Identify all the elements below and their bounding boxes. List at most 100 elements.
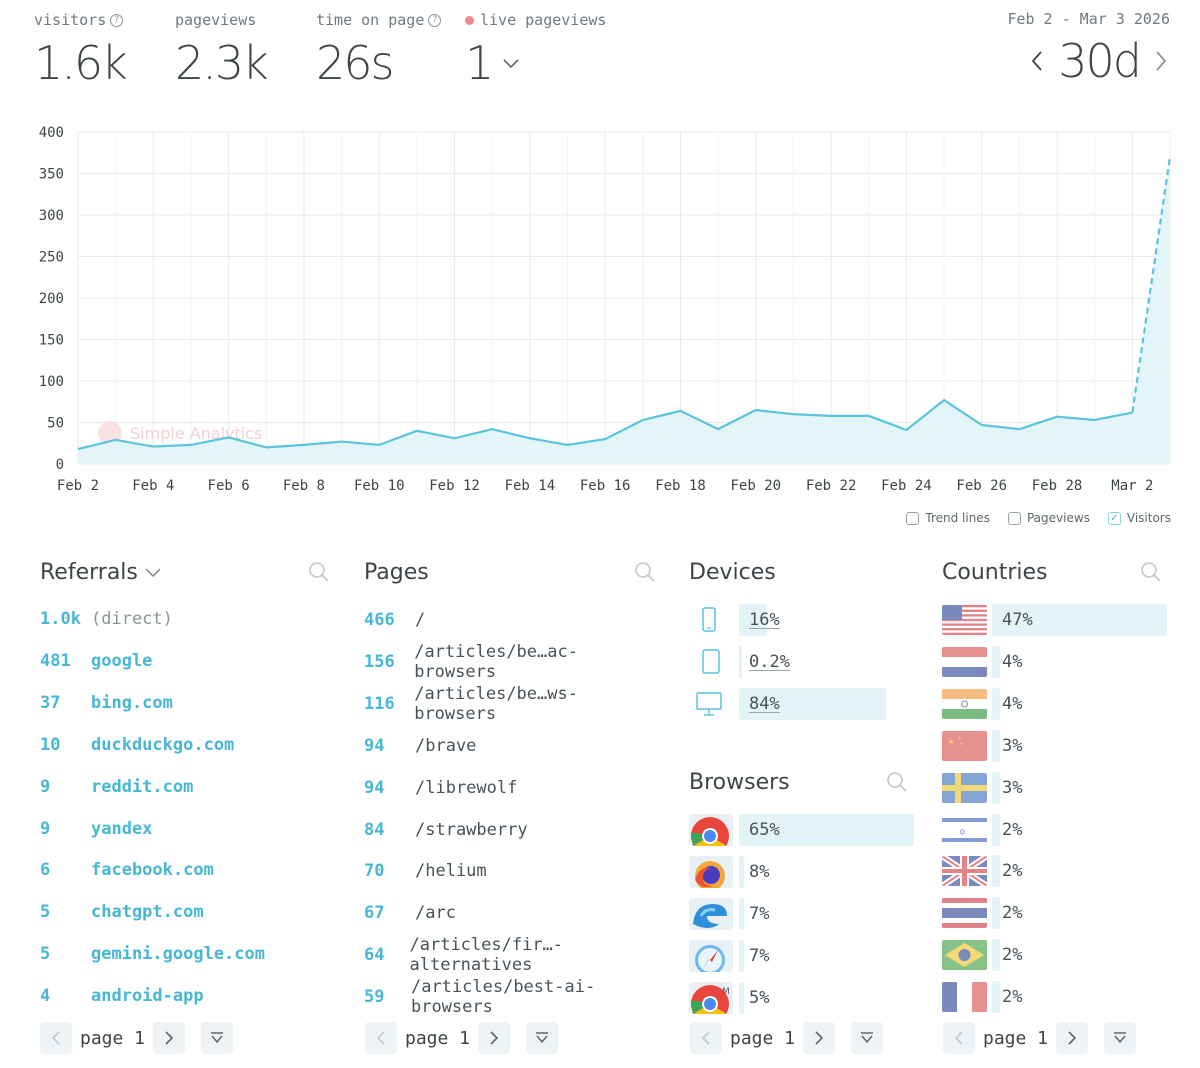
search-icon[interactable]	[634, 561, 656, 583]
chevron-down-icon[interactable]	[502, 57, 520, 69]
y-tick-label: 200	[39, 291, 64, 307]
referral-label[interactable]: google	[91, 650, 153, 671]
visitors-chart[interactable]: Simple Analytics 05010015020025030035040…	[0, 118, 1200, 498]
referral-label[interactable]: (direct)	[91, 609, 173, 629]
legend-pageviews[interactable]: Pageviews	[1007, 511, 1090, 525]
browser-row[interactable]: 8%	[739, 856, 914, 888]
page-path[interactable]: /articles/be…ws-browsers	[414, 683, 578, 724]
browser-bar	[739, 898, 744, 930]
legend-visitors-label: Visitors	[1126, 511, 1171, 525]
page-path[interactable]: /brave	[415, 735, 477, 756]
country-row[interactable]: 4%	[992, 687, 1167, 720]
referral-row[interactable]: 481 google	[40, 646, 152, 676]
referral-label[interactable]: chatgpt.com	[91, 902, 204, 923]
referral-row[interactable]: 9 yandex	[40, 814, 152, 844]
help-icon[interactable]: ?	[428, 13, 442, 27]
referral-label[interactable]: reddit.com	[91, 776, 194, 797]
referral-row[interactable]: 6 facebook.com	[40, 855, 214, 885]
search-icon[interactable]	[886, 771, 908, 793]
page-row[interactable]: 156/articles/be…ac-browsers	[364, 642, 656, 682]
page-row[interactable]: 116/articles/be…ws-browsers	[364, 684, 656, 724]
search-icon[interactable]	[1140, 561, 1162, 583]
referral-row[interactable]: 37 bing.com	[40, 688, 173, 718]
prev-page-button[interactable]	[690, 1022, 722, 1054]
checkbox-unchecked-icon[interactable]	[1007, 511, 1021, 525]
device-row[interactable]: 16%	[739, 604, 914, 636]
prev-page-button[interactable]	[943, 1022, 975, 1054]
expand-button[interactable]	[526, 1022, 559, 1054]
referral-row[interactable]: 10 duckduckgo.com	[40, 730, 234, 760]
browser-row[interactable]: 5%	[739, 982, 914, 1014]
browser-bar	[739, 856, 744, 888]
x-tick-label: Feb 12	[429, 478, 480, 494]
referral-label[interactable]: facebook.com	[91, 860, 214, 881]
page-row[interactable]: 94/librewolf	[364, 773, 517, 803]
referral-row[interactable]: 4 android-app	[40, 981, 204, 1011]
help-icon[interactable]: ?	[110, 13, 124, 27]
country-row[interactable]: 2%	[992, 855, 1167, 888]
next-page-button[interactable]	[1056, 1022, 1089, 1054]
device-row[interactable]: 0.2%	[739, 646, 914, 678]
page-path[interactable]: /helium	[415, 861, 487, 882]
device-row[interactable]: 84%	[739, 688, 914, 720]
page-path[interactable]: /arc	[415, 903, 456, 924]
page-path[interactable]: /articles/best-ai-browsers	[410, 977, 596, 1018]
page-row[interactable]: 70/helium	[364, 856, 487, 886]
expand-button[interactable]	[1104, 1022, 1137, 1054]
legend-visitors[interactable]: ✓ Visitors	[1107, 511, 1171, 525]
browser-row[interactable]: 7%	[739, 940, 914, 972]
page-row[interactable]: 94/brave	[364, 731, 476, 761]
search-icon[interactable]	[308, 561, 330, 583]
checkbox-checked-icon[interactable]: ✓	[1107, 511, 1121, 525]
page-row[interactable]: 466 /	[364, 605, 425, 635]
referral-label[interactable]: bing.com	[91, 692, 173, 713]
legend-trend-lines[interactable]: Trend lines	[906, 511, 990, 525]
th-flag-icon	[942, 898, 987, 929]
country-row[interactable]: 2%	[992, 981, 1167, 1014]
next-page-button[interactable]	[478, 1022, 511, 1054]
country-row[interactable]: 2%	[992, 813, 1167, 846]
page-path[interactable]: /	[415, 610, 426, 630]
chevron-down-icon[interactable]	[144, 566, 162, 578]
next-page-button[interactable]	[153, 1022, 186, 1054]
expand-button[interactable]	[201, 1022, 234, 1054]
page-row[interactable]: 59/articles/best-ai-browsers	[364, 977, 656, 1017]
page-path[interactable]: /librewolf	[415, 777, 518, 798]
country-row[interactable]: 4%	[992, 645, 1167, 678]
country-row[interactable]: 47%	[992, 604, 1167, 636]
checkbox-unchecked-icon[interactable]	[906, 511, 920, 525]
browser-row[interactable]: 7%	[739, 898, 914, 930]
country-row[interactable]: 2%	[992, 897, 1167, 930]
page-path[interactable]: /articles/be…ac-browsers	[414, 641, 578, 682]
previous-range-button[interactable]	[1026, 36, 1048, 86]
referral-count: 5	[40, 944, 51, 965]
referral-label[interactable]: yandex	[91, 818, 153, 839]
next-page-button[interactable]	[803, 1022, 836, 1054]
referral-label[interactable]: gemini.google.com	[91, 944, 265, 965]
page-row[interactable]: 64/articles/fir…-alternatives	[364, 935, 656, 975]
referral-label[interactable]: android-app	[91, 986, 204, 1007]
referral-row[interactable]: 5 chatgpt.com	[40, 897, 204, 927]
page-row[interactable]: 84/strawberry	[364, 815, 528, 845]
prev-page-button[interactable]	[365, 1022, 397, 1054]
referral-count: 37	[40, 692, 61, 713]
page-row[interactable]: 67/arc	[364, 898, 456, 928]
country-row[interactable]: 3%	[992, 771, 1167, 804]
referral-row[interactable]: 9 reddit.com	[40, 772, 193, 802]
page-count: 156	[364, 651, 395, 672]
referral-count: 1.0k	[40, 609, 81, 629]
page-path[interactable]: /strawberry	[415, 819, 528, 840]
prev-page-button[interactable]	[40, 1022, 72, 1054]
date-range-value[interactable]: 30d	[1058, 34, 1142, 88]
browser-row[interactable]: 65%	[739, 814, 914, 846]
referral-row[interactable]: 5 gemini.google.com	[40, 939, 265, 969]
referral-row[interactable]: 1.0k (direct)	[40, 604, 173, 634]
device-percent: 16%	[749, 610, 780, 630]
next-range-button[interactable]	[1150, 36, 1172, 86]
country-row[interactable]: 2%	[992, 939, 1167, 972]
expand-button[interactable]	[851, 1022, 884, 1054]
country-row[interactable]: 3%	[992, 729, 1167, 762]
referral-label[interactable]: duckduckgo.com	[91, 734, 235, 755]
page-path[interactable]: /articles/fir…-alternatives	[409, 935, 564, 976]
x-tick-label: Feb 4	[132, 478, 174, 494]
